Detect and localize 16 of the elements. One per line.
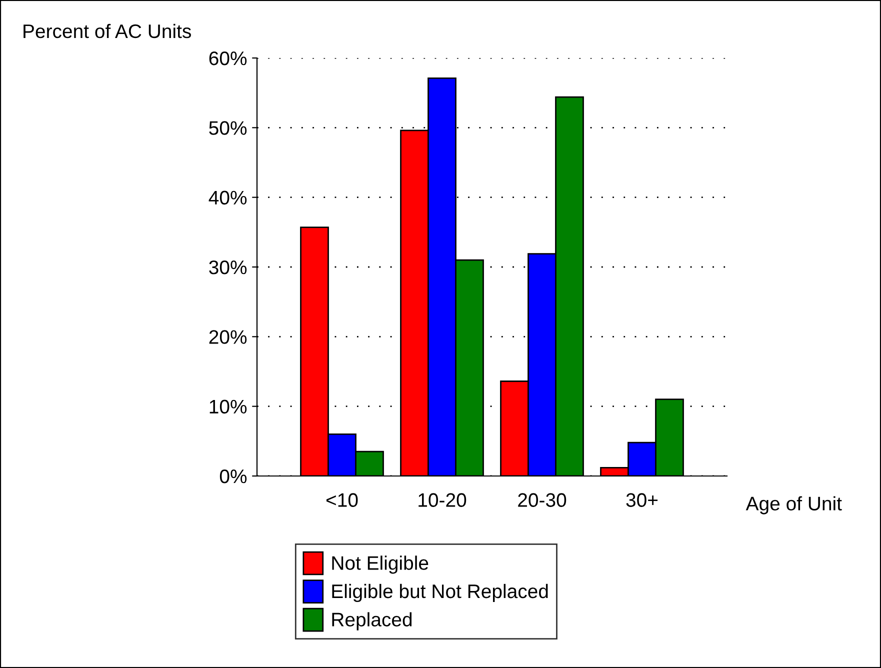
x-tick-label: 20-30 — [518, 493, 566, 507]
x-axis-title: Age of Unit — [746, 496, 842, 514]
y-tick-label: 20% — [209, 330, 247, 344]
legend-label: Eligible but Not Replaced — [332, 584, 548, 602]
y-tick-label: 0% — [220, 469, 247, 484]
y-tick-label: 30% — [209, 260, 247, 274]
y-tick-label: 40% — [208, 190, 247, 205]
x-tick-label: 10-20 — [418, 493, 466, 507]
x-tick-label: 30+ — [626, 493, 658, 507]
y-tick-label: 60% — [209, 51, 247, 66]
y-tick-label: 10% — [210, 400, 247, 414]
y-tick-label: 50% — [209, 121, 247, 135]
y-axis-title: Percent of AC Units — [24, 24, 191, 38]
legend-label: Not Eligible — [332, 556, 428, 574]
legend-label: Replaced — [332, 612, 412, 630]
x-tick-label: <10 — [326, 493, 358, 507]
